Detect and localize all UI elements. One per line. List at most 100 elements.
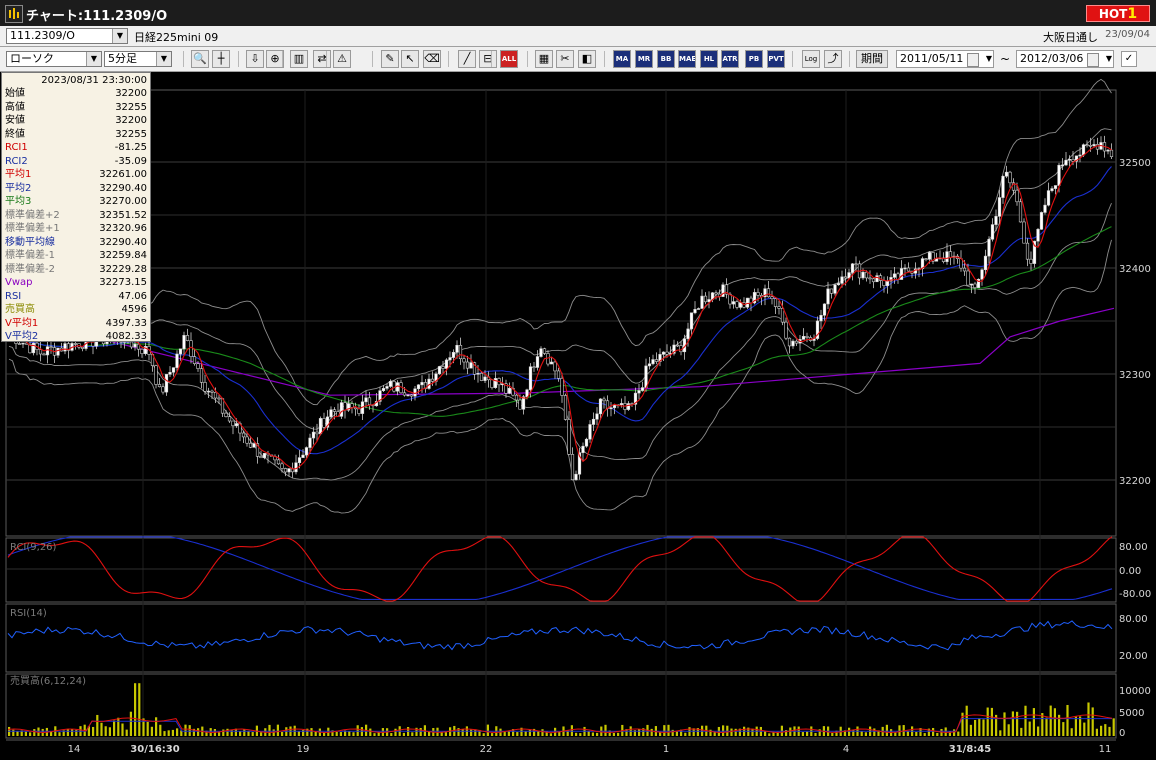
candle	[437, 366, 442, 375]
grid-icon[interactable]: ▦	[535, 50, 553, 68]
candle	[31, 342, 36, 354]
hot-button[interactable]: HOT1	[1086, 5, 1150, 22]
volume-bar	[969, 724, 972, 736]
symbol-select[interactable]: 111.2309/O ▼	[6, 28, 128, 44]
export-icon[interactable]: ⤴	[824, 50, 842, 68]
search-chart-icon[interactable]: ⊕	[266, 50, 284, 68]
volume-bar	[205, 730, 208, 736]
warning-icon[interactable]: ⚠	[333, 50, 351, 68]
candle	[465, 361, 470, 369]
candle	[1004, 171, 1009, 177]
volume-bar	[545, 731, 548, 736]
indicator-bb[interactable]: BB	[657, 50, 675, 68]
zoom-icon[interactable]: 🔍	[191, 50, 209, 68]
volume-bar	[713, 732, 716, 736]
split-icon[interactable]: ⊟	[479, 50, 497, 68]
volume-bar	[66, 729, 69, 736]
candle	[745, 297, 750, 308]
indicator-atr[interactable]: ATR	[721, 50, 739, 68]
indicator-ma[interactable]: MA	[613, 50, 631, 68]
candle	[966, 270, 970, 286]
volume-bar	[377, 732, 380, 736]
volume-bar	[356, 725, 359, 736]
indicator-pb[interactable]: PB	[745, 50, 763, 68]
cursor-icon[interactable]: ↖	[401, 50, 419, 68]
candle	[262, 453, 267, 459]
volume-bar	[520, 727, 523, 736]
candle	[343, 402, 347, 411]
data-window: 2023/08/31 23:30:00 始値 32200 高値 32255 安値 3220…	[1, 72, 151, 342]
pen-icon[interactable]: ✎	[381, 50, 399, 68]
volume-bar	[625, 729, 628, 736]
data-row-label: 高値	[5, 101, 25, 113]
candle	[451, 352, 456, 358]
period-button[interactable]: 期間	[856, 50, 888, 68]
indicator-hl[interactable]: HL	[700, 50, 718, 68]
indicator-mae[interactable]: MAE	[678, 50, 696, 68]
volume-bar	[222, 729, 225, 736]
candle	[350, 403, 354, 408]
palette-icon[interactable]: ◧	[578, 50, 596, 68]
volume-tick-label: 0	[1119, 728, 1125, 739]
candle	[654, 359, 659, 362]
hot-label: HOT	[1098, 7, 1128, 21]
date-range-separator: ~	[1000, 52, 1011, 66]
candle	[210, 390, 214, 393]
candle	[584, 438, 589, 447]
swap-icon[interactable]: ⇄	[313, 50, 331, 68]
volume-panel	[5, 673, 1117, 739]
data-row-label: RSI	[5, 290, 22, 302]
indicator-pvt[interactable]: PVT	[767, 50, 785, 68]
volume-bar	[873, 728, 876, 736]
volume-bar	[734, 728, 737, 736]
volume-bar	[591, 732, 594, 736]
candle	[591, 418, 596, 425]
interval-select[interactable]: 5分足 ▼	[104, 51, 172, 67]
crosshair-icon[interactable]: ┼	[212, 50, 230, 68]
chart-type-select[interactable]: ローソク ▼	[6, 51, 102, 67]
date-to-field[interactable]: 2012/03/06 ▼	[1016, 50, 1114, 68]
rsi-tick-label: 20.00	[1119, 651, 1148, 662]
period-checkbox[interactable]: ✓	[1121, 51, 1137, 67]
candle	[318, 418, 323, 435]
rci-tick-label: -80.00	[1119, 589, 1151, 600]
candle	[528, 366, 533, 391]
rci2-line	[7, 536, 1113, 600]
download-icon[interactable]: ⇩	[246, 50, 264, 68]
volume-bar	[276, 724, 279, 736]
candle	[80, 346, 85, 349]
rsi-line	[7, 620, 1113, 651]
candle	[402, 392, 407, 396]
candle	[1008, 171, 1012, 184]
candle	[980, 269, 984, 280]
data-row-label: 移動平均線	[5, 236, 55, 248]
data-row-value: 32320.96	[99, 223, 147, 234]
volume-bar	[184, 724, 187, 736]
volume-bar	[125, 729, 128, 736]
candle	[640, 387, 645, 391]
date-from-field[interactable]: 2011/05/11 ▼	[896, 50, 994, 68]
volume-bar	[1062, 722, 1065, 736]
indicator-mr[interactable]: MR	[635, 50, 653, 68]
compare-icon[interactable]: ▥	[290, 50, 308, 68]
chart-plot[interactable]: 32500 32400 32300 32200 RCI(9,26) 80.00 0.00 -8…	[0, 72, 1156, 760]
wrench-icon[interactable]: ✂	[556, 50, 574, 68]
all-button[interactable]: ALL	[500, 50, 518, 68]
volume-bar	[696, 728, 699, 736]
app-logo-icon	[5, 5, 23, 23]
volume-bar	[982, 719, 985, 736]
line-icon[interactable]: ╱	[458, 50, 476, 68]
candle	[875, 275, 879, 283]
time-tick-label: 31/8:45	[949, 744, 991, 755]
volume-bar	[192, 728, 195, 736]
log-button[interactable]: Log	[802, 50, 820, 68]
time-tick-label: 11	[1099, 744, 1112, 755]
candle	[602, 398, 606, 402]
volume-bar	[96, 714, 99, 736]
erase-icon[interactable]: ⌫	[423, 50, 441, 68]
data-row: 標準偏差-1 32259.84	[4, 249, 148, 262]
candle	[780, 308, 785, 323]
volume-bar	[491, 733, 494, 736]
volume-bar	[163, 731, 166, 736]
